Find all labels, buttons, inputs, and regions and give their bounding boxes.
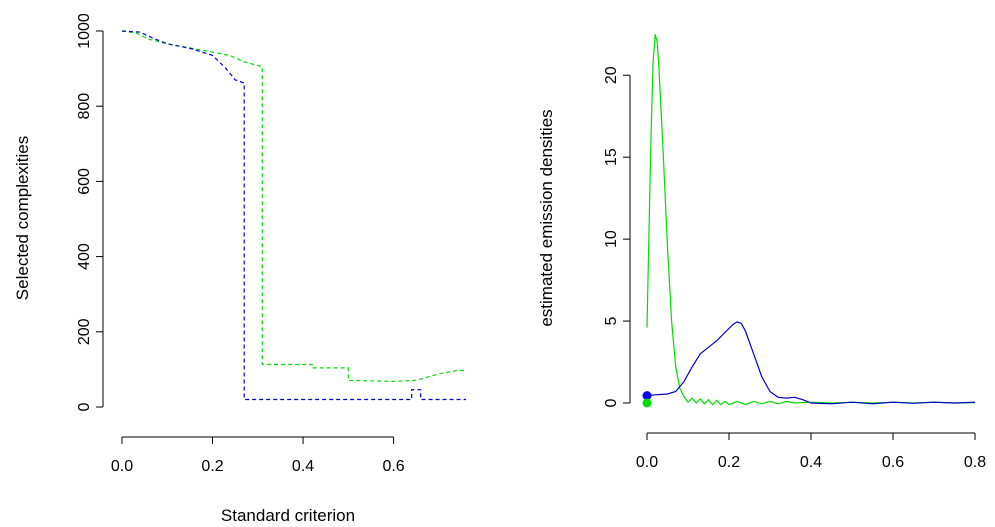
- x-tick-label: 0.4: [800, 454, 822, 471]
- x-tick-label: 0.6: [882, 454, 904, 471]
- left-x-axis-title: Standard criterion: [221, 506, 355, 525]
- y-tick-label: 400: [76, 243, 93, 270]
- left-x-axis: 0.0 0.2 0.4 0.6: [111, 436, 405, 475]
- y-tick-label: 15: [603, 148, 620, 166]
- y-tick-label: 1000: [76, 13, 93, 49]
- x-tick-label: 0.0: [111, 458, 133, 475]
- y-tick-label: 0: [603, 398, 620, 407]
- x-tick-label: 0.2: [718, 454, 740, 471]
- y-tick-label: 10: [603, 230, 620, 248]
- series-line-1: [121, 30, 466, 383]
- series-line-2: [646, 321, 976, 405]
- left-y-axis: 0 200 400 600 800 1000: [76, 13, 104, 411]
- y-tick-label: 600: [76, 168, 93, 195]
- point-marker-1: [642, 391, 652, 401]
- x-tick-label: 0.8: [964, 454, 986, 471]
- x-tick-label: 0.4: [292, 458, 314, 475]
- y-tick-label: 20: [603, 66, 620, 84]
- right-markers: [642, 391, 652, 408]
- right-y-axis: 0 5 10 15 20: [603, 66, 631, 407]
- y-tick-label: 0: [76, 402, 93, 411]
- x-tick-label: 0.6: [382, 458, 404, 475]
- y-tick-label: 5: [603, 317, 620, 326]
- right-x-axis: 0.0 0.2 0.4 0.6 0.8: [636, 432, 986, 471]
- series-line-1: [646, 34, 976, 406]
- left-plot: 0.0 0.2 0.4 0.6 0 200 400 600 800 1000 Standard …: [13, 13, 466, 525]
- left-y-axis-title: Selected complexities: [13, 136, 32, 300]
- left-series-lines: [121, 30, 466, 401]
- right-series-lines: [646, 34, 976, 406]
- right-plot: 0.0 0.2 0.4 0.6 0.8 0 5 10 15 20 estimated emiss…: [537, 34, 986, 471]
- right-y-axis-title: estimated emission densities: [537, 109, 556, 326]
- x-tick-label: 0.0: [636, 454, 658, 471]
- y-tick-label: 200: [76, 318, 93, 345]
- series-line-2: [121, 30, 466, 401]
- x-tick-label: 0.2: [201, 458, 223, 475]
- y-tick-label: 800: [76, 93, 93, 120]
- point-marker-2: [642, 398, 652, 408]
